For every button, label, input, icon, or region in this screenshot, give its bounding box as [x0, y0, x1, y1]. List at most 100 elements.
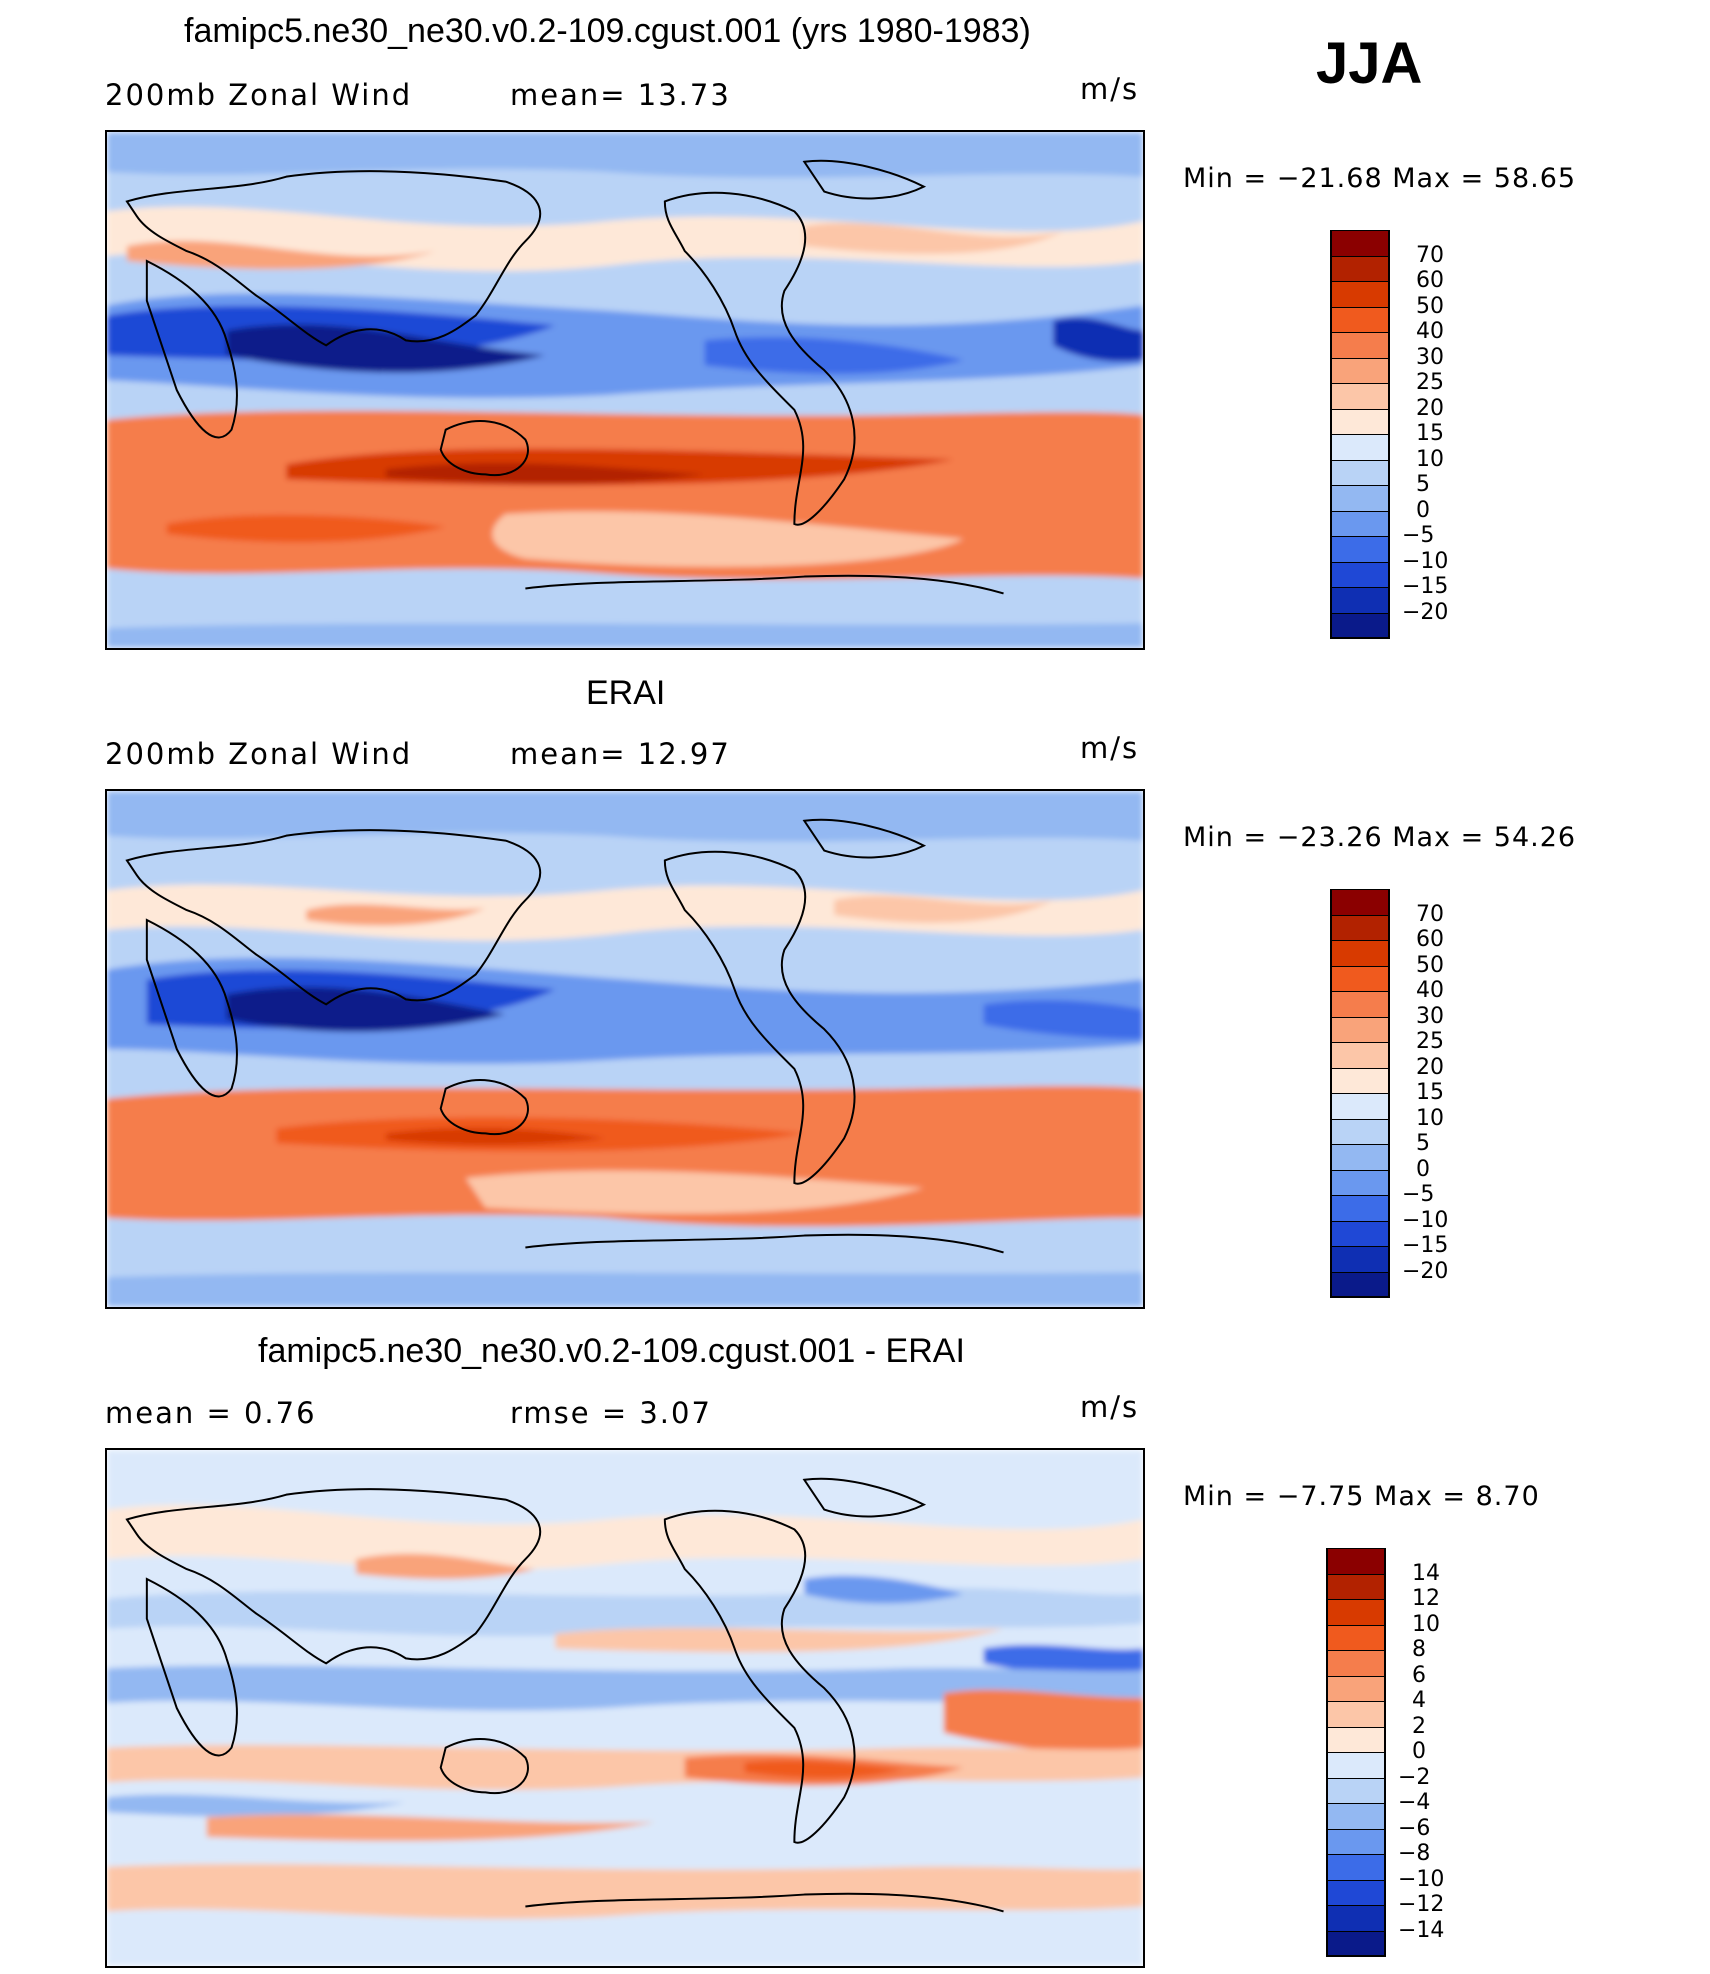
colorbar-tick-label: 2 — [1412, 1713, 1426, 1739]
colorbar-tick-label: 30 — [1416, 344, 1444, 370]
colorbar-swatch — [1326, 1828, 1386, 1855]
colorbar-swatch — [1330, 1093, 1390, 1120]
panel-obs-mean: mean= 12.97 — [510, 737, 731, 771]
colorbar-swatch — [1326, 1930, 1386, 1957]
colorbar-swatch — [1330, 536, 1390, 563]
panel-obs-title: ERAI — [586, 674, 666, 712]
panel-obs-map — [105, 789, 1145, 1309]
panel-model-units: m/s — [1080, 72, 1140, 106]
colorbar-tick-label: 70 — [1416, 242, 1444, 268]
panel-obs-minmax: Min = −23.26 Max = 54.26 — [1183, 822, 1577, 853]
colorbar-tick-label: 40 — [1416, 978, 1444, 1003]
panel-obs-units: m/s — [1080, 731, 1140, 765]
colorbar-swatch — [1326, 1752, 1386, 1779]
colorbar-swatch — [1330, 383, 1390, 410]
colorbar-tick-label: 6 — [1412, 1662, 1426, 1688]
colorbar-swatch — [1330, 230, 1390, 257]
colorbar-tick-label: −5 — [1402, 523, 1435, 548]
colorbar-swatch — [1330, 1271, 1390, 1298]
colorbar-tick-label: 12 — [1412, 1586, 1440, 1611]
colorbar-tick-label: 50 — [1416, 952, 1444, 978]
colorbar-tick-label: 8 — [1412, 1637, 1426, 1662]
colorbar-swatch — [1326, 1548, 1386, 1575]
colorbar-tick-label: −20 — [1402, 1258, 1449, 1284]
colorbar-tick-label: −20 — [1402, 599, 1449, 625]
colorbar-swatch — [1326, 1854, 1386, 1881]
colorbar-tick-label: 10 — [1416, 446, 1444, 472]
colorbar-tick-label: 25 — [1416, 370, 1444, 395]
panel-diff-units: m/s — [1080, 1390, 1140, 1424]
panel-diff-minmax: Min = −7.75 Max = 8.70 — [1183, 1481, 1540, 1512]
colorbar-tick-label: 4 — [1412, 1688, 1426, 1713]
colorbar-tick-label: −6 — [1398, 1815, 1431, 1841]
colorbar-tick-label: 20 — [1416, 1054, 1444, 1080]
colorbar-swatch — [1330, 1195, 1390, 1222]
panel-diff-mean: mean = 0.76 — [105, 1396, 317, 1430]
colorbar-tick-label: −10 — [1398, 1866, 1445, 1892]
colorbar-swatch — [1330, 510, 1390, 537]
colorbar-tick-label: −5 — [1402, 1182, 1435, 1207]
colorbar-tick-label: 15 — [1416, 421, 1444, 446]
colorbar-tick-label: 5 — [1416, 1131, 1430, 1156]
panel-diff-title: famipc5.ne30_ne30.v0.2-109.cgust.001 - E… — [258, 1332, 965, 1370]
colorbar-tick-label: −2 — [1398, 1764, 1431, 1790]
colorbar-tick-label: 25 — [1416, 1029, 1444, 1054]
colorbar-swatch — [1330, 1016, 1390, 1043]
colorbar-tick-label: 15 — [1416, 1080, 1444, 1105]
colorbar-swatch — [1330, 889, 1390, 916]
colorbar-swatch — [1330, 940, 1390, 967]
colorbar-tick-label: 40 — [1416, 319, 1444, 344]
colorbar-swatch — [1330, 255, 1390, 282]
colorbar-swatch — [1330, 1169, 1390, 1196]
panel-model-title: famipc5.ne30_ne30.v0.2-109.cgust.001 (yr… — [184, 12, 1031, 50]
colorbar-swatch — [1326, 1624, 1386, 1651]
colorbar-swatch — [1330, 408, 1390, 435]
panel-obs-variable: 200mb Zonal Wind — [105, 737, 413, 771]
colorbar-swatch — [1330, 612, 1390, 639]
colorbar-tick-label: 60 — [1416, 927, 1444, 952]
colorbar-tick-label: −14 — [1398, 1917, 1445, 1943]
colorbar-tick-label: 0 — [1412, 1739, 1426, 1764]
colorbar-tick-label: 0 — [1416, 497, 1430, 523]
colorbar-tick-label: 10 — [1412, 1611, 1440, 1637]
panel-model-mean: mean= 13.73 — [510, 78, 731, 112]
colorbar-swatch — [1326, 1879, 1386, 1906]
colorbar-tick-label: 30 — [1416, 1003, 1444, 1029]
panel-model-variable: 200mb Zonal Wind — [105, 78, 413, 112]
colorbar-tick-label: −15 — [1402, 574, 1449, 599]
colorbar-tick-label: 50 — [1416, 293, 1444, 319]
colorbar-tick-label: 70 — [1416, 901, 1444, 927]
colorbar-swatch — [1326, 1726, 1386, 1753]
colorbar-swatch — [1326, 1573, 1386, 1600]
colorbar-swatch — [1330, 1220, 1390, 1247]
colorbar-swatch — [1330, 914, 1390, 941]
colorbar-swatch — [1330, 434, 1390, 461]
colorbar-swatch — [1326, 1701, 1386, 1728]
colorbar-tick-label: 60 — [1416, 268, 1444, 293]
colorbar-swatch — [1326, 1777, 1386, 1804]
colorbar-tick-label: −8 — [1398, 1841, 1431, 1866]
panel-diff-map — [105, 1448, 1145, 1968]
colorbar-swatch — [1330, 1042, 1390, 1069]
colorbar-swatch — [1330, 991, 1390, 1018]
panel-model-map — [105, 130, 1145, 650]
colorbar-swatch — [1330, 1144, 1390, 1171]
colorbar-swatch — [1330, 281, 1390, 308]
colorbar-swatch — [1330, 357, 1390, 384]
colorbar-swatch — [1326, 1905, 1386, 1932]
colorbar-swatch — [1330, 459, 1390, 486]
colorbar-tick-label: −10 — [1402, 1207, 1449, 1233]
colorbar-swatch — [1330, 587, 1390, 614]
colorbar-swatch — [1330, 1067, 1390, 1094]
colorbar-tick-label: −12 — [1398, 1892, 1445, 1917]
colorbar-tick-label: 10 — [1416, 1105, 1444, 1131]
colorbar-tick-label: 20 — [1416, 395, 1444, 421]
colorbar-swatch — [1330, 561, 1390, 588]
colorbar-swatch — [1326, 1675, 1386, 1702]
colorbar-tick-label: −4 — [1398, 1790, 1431, 1815]
colorbar-swatch — [1326, 1803, 1386, 1830]
panel-model-minmax: Min = −21.68 Max = 58.65 — [1183, 163, 1577, 194]
colorbar-tick-label: −10 — [1402, 548, 1449, 574]
colorbar-swatch — [1330, 1246, 1390, 1273]
colorbar-tick-label: −15 — [1402, 1233, 1449, 1258]
